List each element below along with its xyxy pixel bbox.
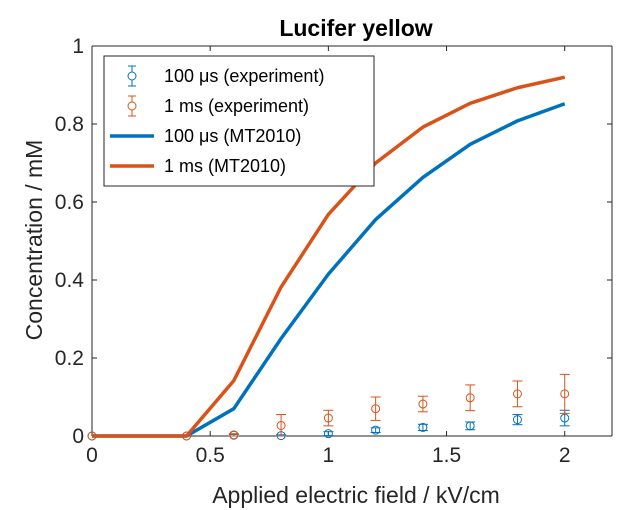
data-point-1 [465, 393, 475, 403]
data-point-1 [229, 430, 239, 440]
legend-label-0: 100 μs (experiment) [164, 66, 324, 86]
data-point-1 [418, 399, 428, 409]
legend-label-2: 100 μs (MT2010) [164, 126, 301, 146]
y-tick-label: 1 [72, 35, 84, 58]
legend-label-1: 1 ms (experiment) [164, 96, 309, 116]
data-point-1 [182, 431, 192, 441]
y-tick-label: 0 [72, 425, 84, 448]
x-tick-label: 1.5 [432, 444, 461, 467]
x-tick-label: 0 [86, 444, 98, 467]
legend-label-3: 1 ms (MT2010) [164, 156, 286, 176]
plot-area: 0 0.5 1 1.5 2 0 0.2 0.4 0.6 0.8 1 100 μs (experimen… [55, 35, 613, 467]
y-tick-label: 0.8 [55, 113, 84, 136]
data-point-1 [560, 389, 570, 399]
data-point-1 [87, 431, 97, 441]
data-point-1 [276, 420, 286, 430]
data-point-1 [512, 389, 522, 399]
data-point-1 [323, 413, 333, 423]
y-axis-title: Concentration / mM [21, 140, 47, 341]
chart-title: Lucifer yellow [279, 15, 432, 41]
data-point-1 [371, 404, 381, 414]
y-tick-label: 0.4 [55, 269, 85, 292]
data-point-0 [465, 421, 475, 431]
data-point-0 [560, 413, 570, 423]
series-line-3 [92, 75, 566, 438]
legend-marker-1 [127, 101, 137, 111]
y-tick-label: 0.2 [55, 347, 84, 370]
data-point-0 [418, 422, 428, 432]
x-tick-label: 2 [559, 444, 571, 467]
data-point-0 [512, 415, 522, 425]
series-line-2 [92, 102, 566, 438]
data-point-0 [323, 429, 333, 439]
x-tick-label: 1 [323, 444, 335, 467]
data-point-0 [371, 425, 381, 435]
y-tick-label: 0.6 [55, 191, 84, 214]
x-tick-label: 0.5 [196, 444, 225, 467]
legend-marker-0 [127, 71, 137, 81]
x-axis-title: Applied electric field / kV/cm [212, 482, 500, 508]
